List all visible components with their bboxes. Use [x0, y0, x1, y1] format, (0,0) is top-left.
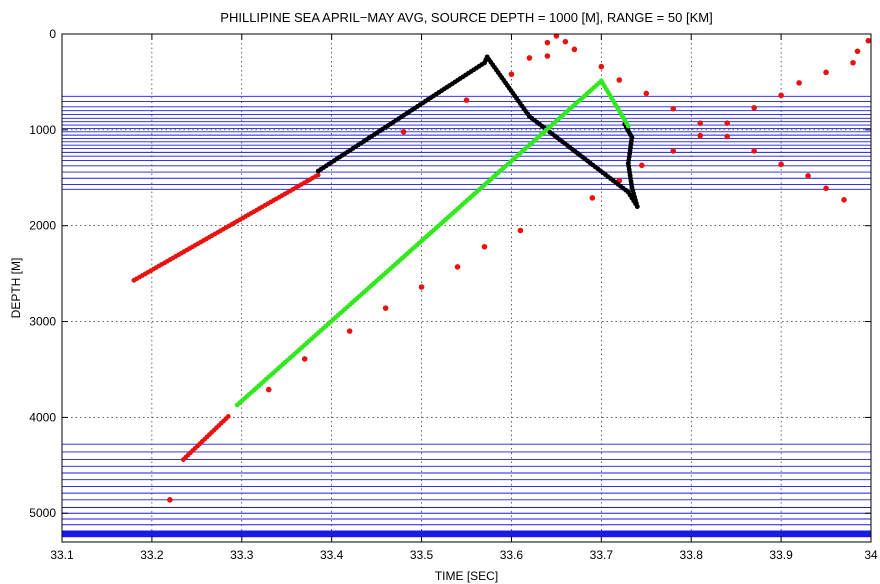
data-point-red	[670, 148, 677, 154]
x-tick-label: 33.9	[769, 548, 793, 562]
data-point-red	[841, 197, 847, 203]
depth-layer-band	[62, 530, 871, 538]
data-point-red	[643, 90, 650, 97]
data-point-red	[553, 34, 560, 39]
x-axis-label: TIME [SEC]	[435, 569, 498, 583]
data-point-red	[562, 38, 569, 45]
x-tick-label: 34	[864, 548, 878, 562]
data-point-red	[589, 195, 596, 201]
data-point-red	[517, 227, 524, 234]
data-point-red	[400, 128, 407, 135]
data-point-red	[598, 63, 605, 70]
data-point-red	[638, 162, 645, 169]
curve-point-green	[625, 123, 631, 129]
y-tick-label: 5000	[29, 506, 56, 520]
data-point-red	[751, 148, 757, 154]
data-point-red	[167, 497, 173, 503]
data-point-red	[463, 97, 470, 103]
y-tick-label: 3000	[29, 315, 56, 329]
data-point-red	[823, 69, 829, 76]
data-point-red	[508, 71, 515, 78]
data-point-red	[697, 120, 704, 126]
x-tick-label: 33.7	[590, 548, 614, 562]
data-point-red	[796, 80, 802, 86]
curve-point-black	[634, 204, 640, 209]
data-point-red	[724, 133, 730, 140]
data-point-red	[865, 37, 871, 44]
data-point-red	[265, 386, 272, 393]
x-tick-label: 33.1	[50, 548, 74, 562]
data-point-red	[751, 105, 757, 111]
data-point-red	[544, 39, 551, 46]
x-tick-label: 33.2	[140, 548, 164, 562]
chart-title: PHILLIPINE SEA APRIL−MAY AVG, SOURCE DEP…	[220, 10, 712, 25]
y-tick-label: 4000	[29, 410, 56, 424]
data-point-red	[571, 46, 578, 53]
y-tick-label: 2000	[29, 219, 56, 233]
plot-area: 33.1 33.2 33.3 33.4 33.5 33.6 33.7 33.8 33.9 34 0 1…	[29, 27, 878, 562]
data-point-red	[850, 59, 856, 66]
y-tick-label: 0	[49, 27, 56, 41]
y-axis-label: DEPTH [M]	[9, 258, 23, 319]
x-tick-label: 33.6	[500, 548, 524, 562]
data-point-red	[778, 92, 784, 99]
data-point-red	[301, 356, 308, 362]
x-tick-label: 33.3	[230, 548, 254, 562]
x-tick-label: 33.4	[320, 548, 344, 562]
data-point-red	[724, 120, 730, 126]
data-point-red	[544, 53, 551, 59]
data-point-red	[823, 185, 829, 192]
data-point-red	[481, 243, 488, 250]
data-point-red	[805, 173, 811, 179]
y-tick-label: 1000	[29, 123, 56, 137]
plot-background	[62, 34, 871, 542]
data-point-red	[454, 264, 461, 270]
data-point-red	[670, 105, 677, 112]
plot-frame	[61, 33, 872, 543]
x-tick-label: 33.5	[410, 548, 434, 562]
data-point-red	[854, 48, 861, 55]
data-point-red	[382, 305, 389, 311]
data-point-red	[616, 77, 623, 83]
data-point-red	[346, 328, 353, 334]
curve-point-red	[225, 414, 231, 419]
data-point-red	[778, 161, 784, 168]
data-point-red	[418, 284, 425, 290]
x-tick-label: 33.8	[680, 548, 704, 562]
data-point-red	[697, 132, 704, 139]
plot-content	[62, 34, 871, 538]
data-point-red	[526, 55, 533, 61]
curve-point-red	[315, 172, 321, 178]
